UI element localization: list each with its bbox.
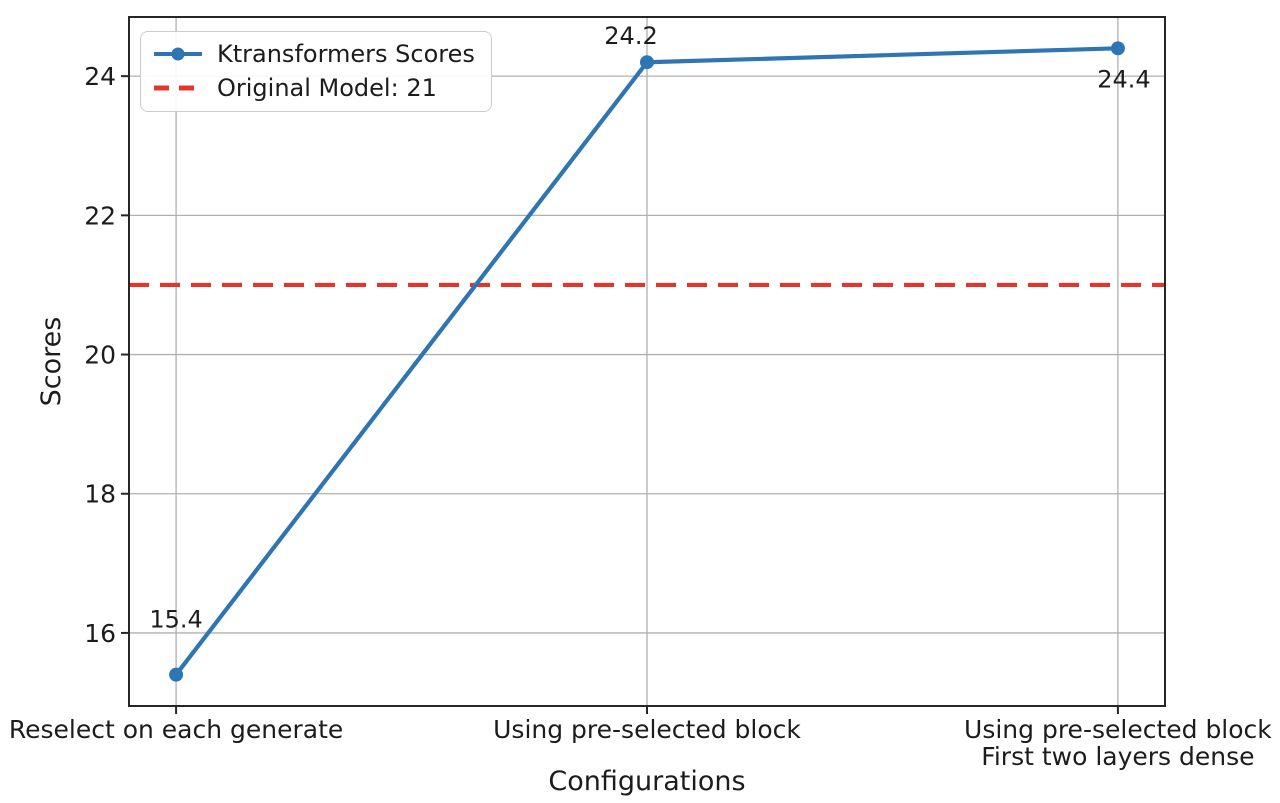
point-label: 24.4: [1097, 65, 1150, 93]
y-tick-label: 24: [84, 62, 116, 91]
x-axis-label: Configurations: [548, 766, 745, 797]
x-tick-label: Using pre-selected block: [964, 715, 1272, 744]
legend-label-series: Ktransformers Scores: [217, 40, 475, 68]
series-point: [169, 667, 184, 682]
series-point: [640, 55, 654, 70]
y-tick-label: 16: [84, 619, 116, 648]
legend-series-sample: [154, 47, 202, 61]
x-tick-label: First two layers dense: [981, 742, 1254, 771]
legend-item-series: Ktransformers Scores: [152, 40, 475, 69]
point-label: 15.4: [149, 606, 202, 634]
x-tick-label: Reselect on each generate: [9, 715, 343, 744]
y-tick-label: 18: [84, 480, 116, 509]
legend-label-reference: Original Model: 21: [217, 73, 437, 102]
y-tick-label: 20: [84, 341, 116, 370]
legend: Ktransformers Scores Original Model: 21: [140, 31, 492, 112]
point-label: 24.2: [604, 22, 657, 50]
x-tick-label: Using pre-selected block: [493, 715, 801, 744]
legend-reference-sample: [154, 85, 202, 91]
legend-series-marker-icon: [171, 47, 185, 61]
y-tick-label: 22: [84, 201, 116, 230]
legend-item-reference: Original Model: 21: [152, 74, 475, 103]
y-axis-label: Scores: [36, 317, 67, 407]
series-point: [1110, 41, 1125, 56]
